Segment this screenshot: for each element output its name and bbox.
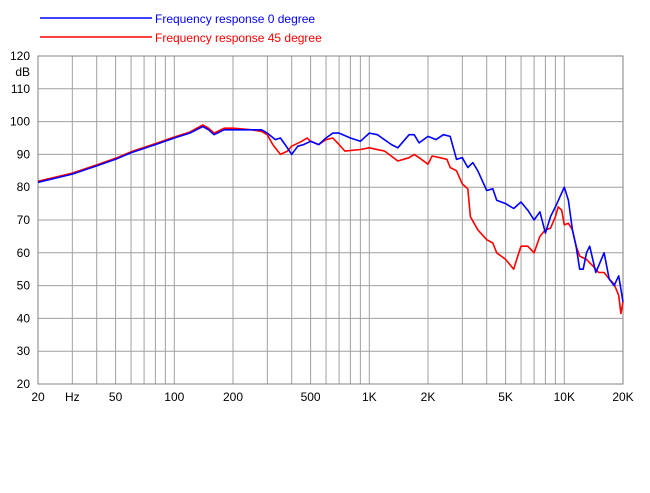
y-tick-label: 60 bbox=[17, 246, 31, 260]
y-tick-label: 80 bbox=[17, 180, 31, 194]
series-line bbox=[37, 125, 624, 303]
x-tick-label: 20K bbox=[612, 390, 633, 404]
x-axis-ticks: 20 Hz 50 100 200 500 1K 2K 5K 10K 20K bbox=[31, 390, 633, 404]
x-tick-label: 5K bbox=[498, 390, 513, 404]
x-tick-label: Hz bbox=[65, 390, 80, 404]
legend: Frequency response 0 degree Frequency res… bbox=[40, 12, 322, 45]
x-tick-label: 20 bbox=[31, 390, 45, 404]
x-tick-label: 50 bbox=[109, 390, 123, 404]
x-tick-label: 100 bbox=[164, 390, 184, 404]
y-tick-label: 90 bbox=[17, 147, 31, 161]
x-tick-label: 2K bbox=[421, 390, 436, 404]
grid bbox=[37, 55, 624, 385]
x-tick-label: 10K bbox=[554, 390, 575, 404]
x-tick-label: 500 bbox=[301, 390, 321, 404]
y-tick-label: 100 bbox=[10, 115, 30, 129]
x-tick-label: 200 bbox=[223, 390, 243, 404]
x-tick-label: 1K bbox=[362, 390, 377, 404]
y-axis-label: dB bbox=[15, 65, 30, 79]
y-tick-label: 120 bbox=[10, 49, 30, 63]
curves bbox=[37, 124, 624, 315]
y-tick-label: 40 bbox=[17, 311, 31, 325]
y-tick-label: 50 bbox=[17, 279, 31, 293]
legend-label: Frequency response 45 degree bbox=[155, 31, 322, 45]
legend-label: Frequency response 0 degree bbox=[155, 12, 315, 26]
plot-frame bbox=[37, 55, 624, 385]
y-tick-label: 110 bbox=[11, 82, 30, 96]
y-axis-ticks: 20 30 40 50 60 70 80 90 100 110 120 bbox=[10, 49, 30, 391]
y-tick-label: 70 bbox=[17, 213, 31, 227]
y-tick-label: 30 bbox=[17, 344, 31, 358]
series-line bbox=[37, 124, 624, 315]
y-tick-label: 20 bbox=[17, 377, 31, 391]
